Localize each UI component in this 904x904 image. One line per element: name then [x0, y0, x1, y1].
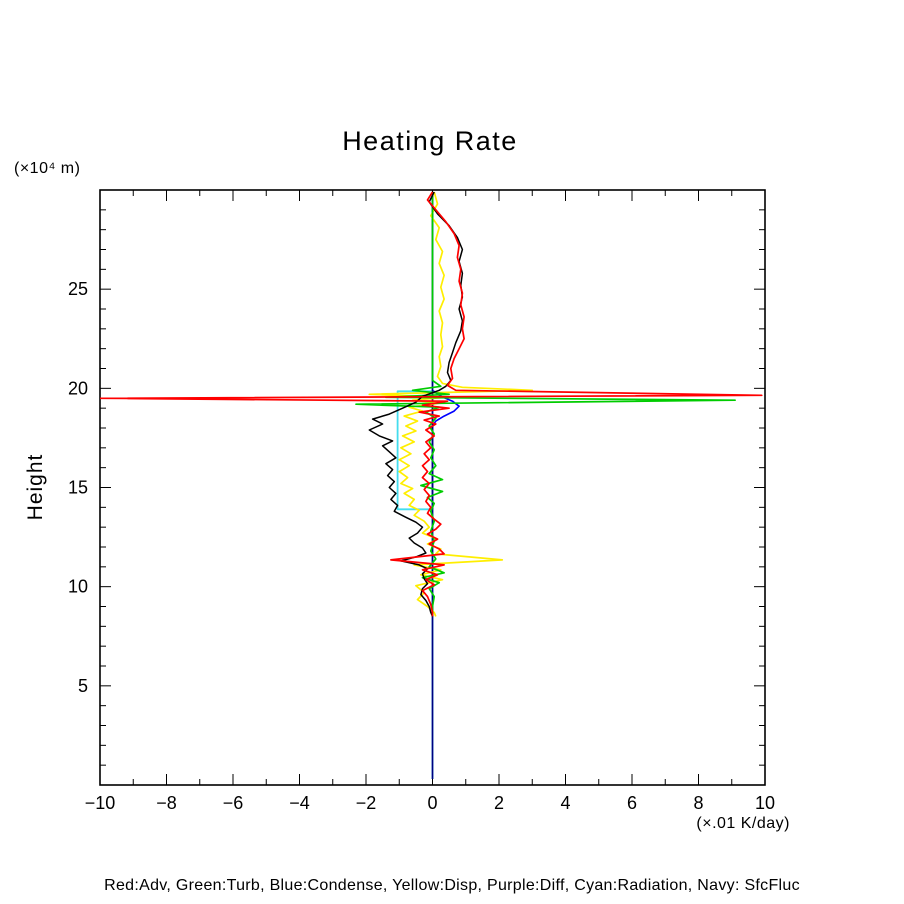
y-axis-label: Height — [24, 454, 47, 521]
series-turb — [355, 192, 736, 617]
y-axis-unit-label: (×10⁴ m) — [14, 160, 80, 177]
y-tick-label: 25 — [68, 279, 88, 299]
series-black-curve — [368, 191, 464, 617]
x-tick-label: −8 — [156, 793, 177, 813]
x-tick-label: 6 — [627, 793, 637, 813]
x-tick-label: 10 — [755, 793, 775, 813]
y-tick-label: 10 — [68, 577, 88, 597]
y-tick-label: 15 — [68, 478, 88, 498]
series-adv — [100, 191, 763, 617]
x-tick-label: 0 — [427, 793, 437, 813]
x-tick-label: 8 — [693, 793, 703, 813]
x-tick-label: −2 — [356, 793, 377, 813]
x-tick-label: −10 — [85, 793, 116, 813]
x-tick-label: −4 — [289, 793, 310, 813]
series-disp — [368, 191, 534, 617]
chart-title: Heating Rate — [342, 126, 518, 156]
x-tick-label: 4 — [560, 793, 570, 813]
y-tick-label: 5 — [78, 676, 88, 696]
legend-text: Red:Adv, Green:Turb, Blue:Condense, Yell… — [104, 877, 800, 894]
tick-labels: −10 −8 −6 −4 −2 0 2 4 6 8 10 5 10 15 20 25 — [68, 279, 775, 813]
y-tick-label: 20 — [68, 378, 88, 398]
x-tick-label: −6 — [223, 793, 244, 813]
series-layer — [100, 191, 763, 779]
x-axis-unit-label: (×.01 K/day) — [696, 815, 790, 832]
series-condense — [431, 192, 460, 779]
x-tick-label: 2 — [494, 793, 504, 813]
